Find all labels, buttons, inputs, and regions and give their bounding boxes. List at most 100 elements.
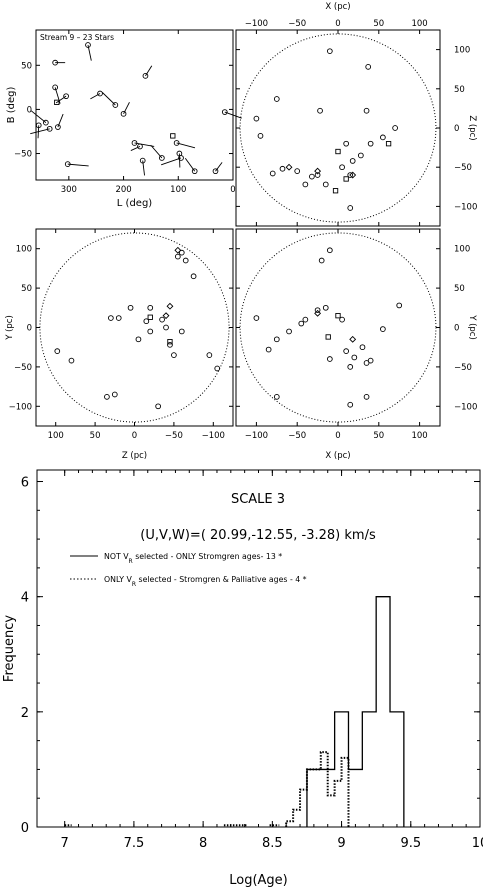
proper-motion-vector [224,111,242,119]
data-point-circle [139,157,146,164]
data-point-square [335,148,341,155]
proper-motion-vector [145,65,153,77]
data-point-circle [253,315,260,321]
x-tick-label: −50 [165,431,183,441]
data-point-circle [298,320,305,327]
data-point-circle [269,170,276,177]
legend-entry-dotted: ONLY VR selected - Stromgren & Palliativ… [104,575,307,588]
y-tick-label: 50 [21,61,32,71]
x-tick-label: 200 [115,185,131,195]
y-tick-label: 0 [27,324,32,334]
data-point-circle [68,357,75,364]
data-point-diamond [174,246,182,254]
x-tick-label: 50 [373,431,384,441]
data-point-circle [326,48,333,55]
data-point-circle [120,110,127,117]
y-axis-label: Frequency [2,615,17,682]
solid-histogram-series [306,596,405,827]
boundary-circle [239,232,437,423]
sky-panel: 300 200 100 0 50 0 −50 Stream 9 – 23 Stars L (de… [6,29,242,209]
y-tick-label: −50 [454,363,472,373]
data-point-circle [112,102,119,108]
data-point-circle [357,152,364,159]
data-point-circle [347,364,354,370]
x-tick-label: 7.5 [124,836,145,851]
y-tick-label: 0 [454,324,459,334]
y-axis-label: Z (pc) [467,115,477,140]
data-point-circle [318,257,325,264]
data-point-circle [322,304,329,311]
x-tick-label: 0 [230,185,235,195]
proper-motion-vector [90,93,101,100]
plot-frame [35,228,234,427]
data-point-circle [46,125,53,132]
data-point-circle [155,403,161,410]
data-point-circle [159,316,165,323]
data-point-square [343,176,349,182]
x-axis-label: L (deg) [117,198,152,209]
data-point-circle [265,346,272,353]
x-tick-label: 9.5 [400,836,421,851]
histogram-title: SCALE 3 [231,492,285,507]
data-point-circle [302,316,309,323]
x-tick-label: −100 [245,19,268,29]
data-point-diamond [162,312,170,320]
data-point-diamond [349,171,357,179]
data-point-circle [279,165,286,172]
dotted-histogram-series [285,751,350,827]
data-point-circle [63,93,69,100]
y-tick-label: 100 [16,245,32,255]
data-point-circle [97,90,103,97]
data-point-circle [273,96,280,102]
x-tick-label: 50 [90,431,101,441]
data-point-circle [349,158,356,164]
data-point-circle [191,168,198,175]
data-point-circle [167,341,173,348]
y-tick-label: 0 [454,124,459,134]
x-tick-label: 100 [411,431,427,441]
plot-frame [235,29,441,227]
data-point-circle [64,161,71,167]
boundary-circle [39,232,230,423]
data-point-circle [380,326,386,332]
sky-legend: Stream 9 – 23 Stars [40,33,114,42]
data-point-circle [55,124,61,130]
y-tick-label: 100 [454,245,470,255]
data-point-circle [190,273,197,280]
x-tick-label: 300 [61,185,77,195]
y-tick-label: 50 [454,85,465,95]
xz-panel: −100 −50 0 50 100 100 50 0 −50 −100 X (pc) Z (pc) [235,2,477,227]
x-tick-label: 100 [411,19,427,29]
data-point-circle [42,119,49,126]
y-tick-label: 6 [21,476,29,491]
histogram-subtitle: (U,V,W)=( 20.99,-12.55, -3.28) km/s [140,528,376,543]
data-point-circle [351,354,358,361]
y-tick-label: −50 [454,163,472,173]
y-axis-label: B (deg) [6,87,17,124]
y-tick-label: 50 [21,284,32,294]
data-point-circle [159,155,165,161]
data-point-circle [309,173,315,180]
data-point-square [54,99,60,106]
data-point-circle [396,302,403,309]
data-point-circle [359,344,366,351]
data-point-circle [253,115,260,122]
data-point-circle [178,155,184,161]
data-point-circle [273,336,280,343]
zy-panel: 100 50 0 −50 −100 100 50 0 −50 −100 Z (pc) Y (pc) [5,228,234,461]
data-point-circle [322,181,329,188]
x-tick-label: 9 [337,836,345,851]
data-point-circle [111,391,118,398]
data-point-diamond [314,309,322,317]
x-tick-label: 50 [373,19,384,29]
y-axis-label: Y (pc) [467,314,477,340]
data-point-circle [343,348,350,354]
data-point-circle [108,315,114,321]
data-point-diamond [349,335,357,343]
data-point-diamond [314,167,322,175]
x-tick-label: 0 [335,19,340,29]
data-point-circle [85,42,91,48]
data-point-circle [339,164,345,171]
data-point-circle [131,140,138,146]
data-point-circle [115,315,122,321]
